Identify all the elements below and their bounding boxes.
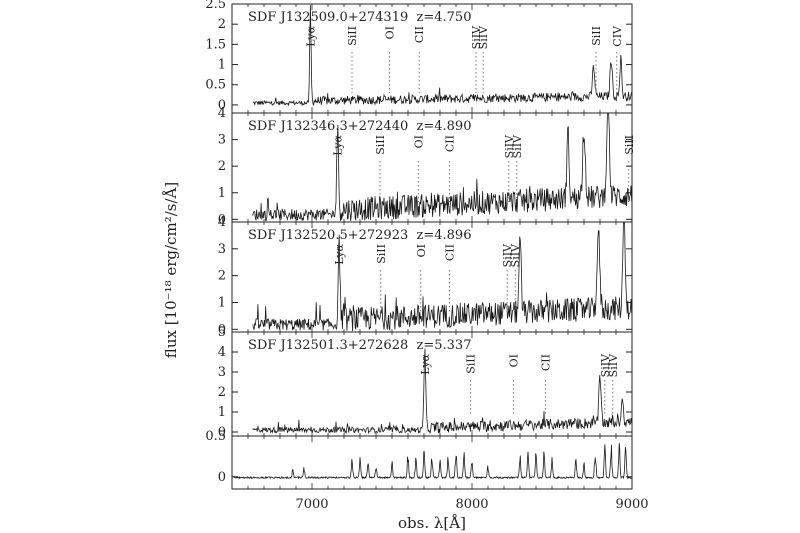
x-tick-label: 7000 bbox=[295, 497, 328, 512]
line-label: CII bbox=[540, 354, 553, 371]
line-label: Lyα bbox=[419, 353, 432, 374]
line-label: SiIV bbox=[503, 134, 516, 158]
y-tick-label: 3 bbox=[218, 365, 226, 380]
y-tick-label: 0.5 bbox=[205, 78, 226, 93]
line-label: SiIV bbox=[607, 353, 620, 377]
line-label: SiIV bbox=[511, 134, 524, 158]
line-label: SiII bbox=[623, 135, 636, 155]
y-tick-label: 2 bbox=[218, 159, 226, 174]
line-label: SiII bbox=[346, 26, 359, 46]
panel-title: SDF J132501.3+272628 z=5.337 bbox=[248, 338, 471, 353]
line-label: CIV bbox=[611, 25, 624, 47]
y-tick-label: 4 bbox=[218, 345, 226, 360]
line-label: SiII bbox=[374, 135, 387, 155]
y-tick-label: 2.5 bbox=[205, 0, 226, 12]
line-label: SiIV bbox=[477, 25, 490, 49]
y-tick-label: 0 bbox=[218, 425, 226, 440]
line-label: SiIV bbox=[599, 353, 612, 377]
line-label: CII bbox=[444, 135, 457, 152]
y-axis-label: flux [10⁻¹⁸ erg/cm²/s/Å] bbox=[162, 182, 180, 358]
panel-title: SDF J132509.0+274319 z=4.750 bbox=[248, 10, 471, 25]
y-tick-label: 1.5 bbox=[205, 37, 226, 52]
spectrum-series bbox=[252, 113, 633, 222]
y-tick-label: 1 bbox=[218, 405, 226, 420]
line-label: SiIV bbox=[470, 25, 483, 49]
line-label: SiII bbox=[375, 244, 388, 264]
line-label: SiII bbox=[590, 26, 603, 46]
line-label: SiIV bbox=[501, 243, 514, 267]
spectrum-series bbox=[252, 4, 633, 107]
spectrum-series bbox=[252, 222, 633, 332]
line-label: OI bbox=[415, 244, 428, 257]
y-tick-label: 0.5 bbox=[205, 429, 226, 444]
y-tick-label: 0 bbox=[218, 98, 226, 113]
x-tick-label: 9000 bbox=[615, 497, 648, 512]
line-label: CII bbox=[413, 26, 426, 43]
panel-frame bbox=[231, 435, 633, 490]
line-label: Lyα bbox=[333, 243, 346, 264]
panel-title: SDF J132346.3+272440 z=4.890 bbox=[248, 119, 471, 134]
y-tick-label: 2 bbox=[218, 17, 226, 32]
x-tick-labels: 7000 8000 9000 bbox=[295, 497, 648, 512]
line-label: OI bbox=[412, 135, 425, 148]
line-label: OI bbox=[384, 26, 397, 39]
line-label: OI bbox=[508, 354, 521, 367]
y-tick-label: 1 bbox=[218, 295, 226, 310]
line-label: CII bbox=[444, 244, 457, 261]
line-label: Lyα bbox=[332, 134, 345, 155]
y-tick-label: 2 bbox=[218, 269, 226, 284]
line-label: SiIV bbox=[509, 243, 522, 267]
spectrum-series bbox=[252, 348, 633, 435]
y-tick-label: 5 bbox=[218, 325, 226, 340]
line-label: SiII bbox=[464, 354, 477, 374]
y-tick-label: 0 bbox=[218, 212, 226, 227]
y-tick-label: 0 bbox=[218, 322, 226, 337]
spectrum-panel: 00.5 bbox=[205, 429, 633, 490]
x-axis-label: obs. λ[Å] bbox=[398, 514, 466, 532]
y-tick-label: 2 bbox=[218, 385, 226, 400]
x-tick-label: 8000 bbox=[455, 497, 488, 512]
y-tick-label: 3 bbox=[218, 133, 226, 148]
panel-title: SDF J132520.5+272923 z=4.896 bbox=[248, 228, 471, 243]
y-tick-label: 4 bbox=[218, 215, 226, 230]
y-tick-label: 3 bbox=[218, 242, 226, 257]
y-tick-label: 1 bbox=[218, 58, 226, 73]
spectrum-series bbox=[232, 442, 632, 480]
y-tick-label: 1 bbox=[218, 186, 226, 201]
y-tick-label: 0 bbox=[218, 470, 226, 485]
line-label: Lyα bbox=[304, 25, 317, 46]
y-tick-label: 4 bbox=[218, 106, 226, 121]
